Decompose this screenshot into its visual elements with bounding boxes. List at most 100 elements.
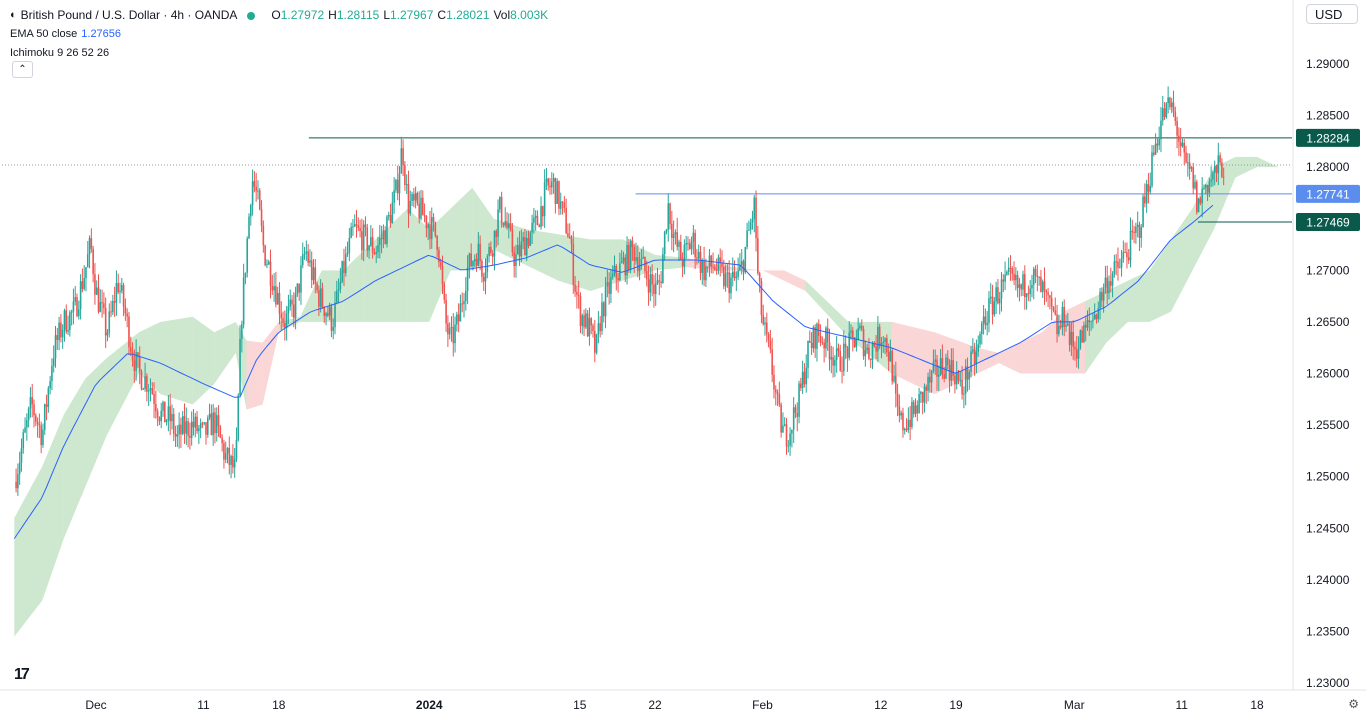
candle-body <box>509 223 512 230</box>
candle-body <box>115 283 118 303</box>
candle-body <box>103 303 105 309</box>
candle-body <box>69 312 71 330</box>
tradingview-logo-icon[interactable]: 17 <box>14 666 30 683</box>
candle-body <box>142 388 145 390</box>
cloud-segment-bullish <box>1149 239 1171 322</box>
candle-body <box>998 298 1001 304</box>
candle-body <box>456 314 458 325</box>
candle-body <box>683 244 686 267</box>
y-tick-label: 1.24000 <box>1306 573 1350 587</box>
market-open-icon <box>247 11 256 20</box>
candle-body <box>551 181 553 188</box>
candle-body <box>1029 288 1031 294</box>
candle-body <box>180 424 182 435</box>
ema-line <box>13 204 1214 539</box>
candle-body <box>534 215 537 218</box>
candle-body <box>1007 267 1010 273</box>
candle-body <box>846 347 849 358</box>
candle-body <box>92 248 94 275</box>
candle-body <box>977 344 980 352</box>
cloud-segment-bullish <box>1257 156 1279 168</box>
cloud-segment-bearish <box>262 321 279 405</box>
candle-body <box>239 338 241 396</box>
candle-body <box>1077 348 1080 359</box>
candle-body <box>430 217 433 240</box>
candle-body <box>884 338 886 342</box>
candle-body <box>936 359 938 377</box>
candle-body <box>1178 135 1180 142</box>
candle-body <box>791 429 793 434</box>
candle-body <box>1063 306 1066 328</box>
candle-body <box>909 419 911 428</box>
candle-body <box>859 325 861 329</box>
candle-body <box>298 283 300 293</box>
candle-body <box>1067 323 1069 326</box>
collapse-legend-button[interactable]: ⌃ <box>12 61 33 78</box>
candle-body <box>687 243 689 245</box>
candle-body <box>258 190 261 210</box>
candle-body <box>676 232 679 247</box>
candle-body <box>672 234 675 239</box>
candle-body <box>540 206 542 227</box>
candle-body <box>697 251 700 259</box>
candle-body <box>65 310 68 332</box>
candle-body <box>162 401 164 411</box>
cloud-segment-bullish <box>1214 156 1236 230</box>
candle-body <box>508 223 510 228</box>
y-tick-label: 1.25500 <box>1306 418 1350 432</box>
candle-body <box>570 238 573 245</box>
candle-body <box>237 395 240 440</box>
candle-body <box>538 224 541 227</box>
cloud-segment-bullish <box>1128 270 1150 322</box>
candle-body <box>337 289 340 291</box>
symbol-title[interactable]: British Pound / U.S. Dollar · 4h · OANDA <box>20 8 238 22</box>
gear-icon[interactable]: ⚙ <box>1348 697 1359 711</box>
x-tick-label: 18 <box>1250 698 1264 712</box>
currency-selector[interactable]: USD <box>1306 4 1358 24</box>
candle-body <box>203 422 206 424</box>
candle-body <box>651 274 653 285</box>
candle-body <box>76 297 78 317</box>
candle-body <box>674 232 677 235</box>
candle-body <box>336 290 338 303</box>
candle-body <box>755 197 757 239</box>
candle-body <box>450 326 453 329</box>
candle-body <box>346 252 349 255</box>
candle-body <box>208 413 211 418</box>
candle-body <box>490 246 492 254</box>
candle-body <box>370 237 372 246</box>
cloud-segment-bullish <box>558 234 591 291</box>
candle-body <box>434 221 437 236</box>
candle-body <box>502 222 505 226</box>
candle-body <box>493 230 496 257</box>
candle-body <box>217 415 220 427</box>
candle-body <box>495 230 498 237</box>
ema-indicator-row[interactable]: EMA 50 close 1.27656 <box>10 25 548 44</box>
candle-body <box>633 247 636 261</box>
candle-body <box>1025 293 1028 298</box>
candle-body <box>832 357 834 366</box>
candle-body <box>1129 230 1132 261</box>
candle-body <box>1099 291 1101 309</box>
candle-body <box>903 428 906 431</box>
candle-body <box>54 335 57 359</box>
candle-body <box>20 448 23 463</box>
candle-body <box>812 327 815 349</box>
y-tick-label: 1.28500 <box>1306 109 1350 123</box>
candle-body <box>357 225 360 229</box>
y-tick-label: 1.23500 <box>1306 624 1350 638</box>
candle-body <box>757 238 759 274</box>
ichimoku-indicator-row[interactable]: Ichimoku 9 26 52 26 <box>10 44 548 63</box>
candle-body <box>762 314 765 325</box>
cloud-segment-bullish <box>472 187 494 271</box>
candle-body <box>828 342 831 360</box>
candle-body <box>500 197 503 223</box>
candle-body <box>289 299 292 307</box>
candle-body <box>104 308 107 336</box>
candle-body <box>1054 310 1057 315</box>
candle-body <box>1002 279 1005 282</box>
candle-body <box>622 257 625 262</box>
candle-body <box>110 311 112 313</box>
candle-body <box>642 257 644 259</box>
